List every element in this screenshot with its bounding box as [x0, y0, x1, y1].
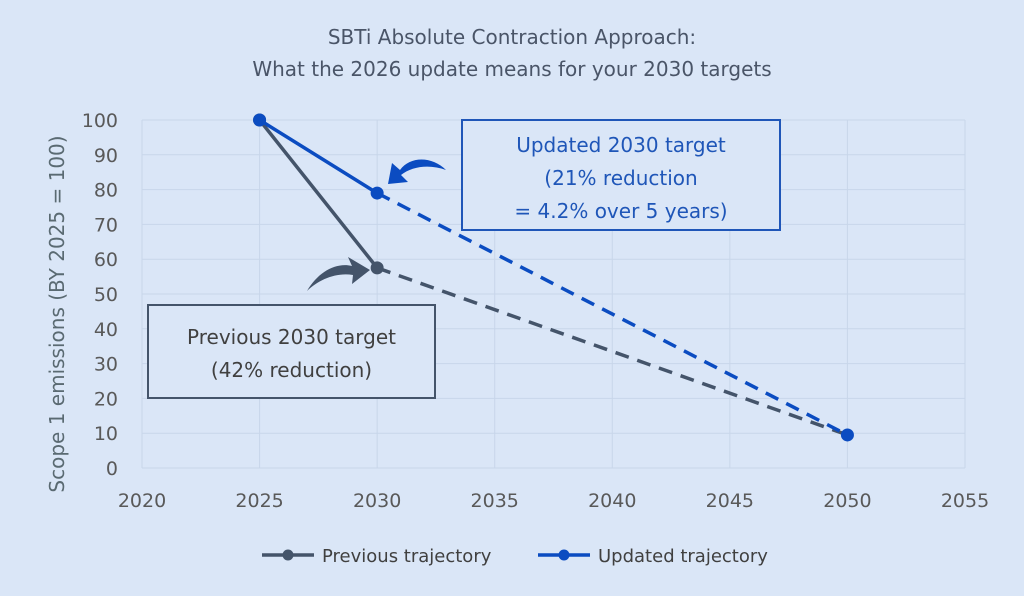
- y-tick-label: 90: [94, 145, 118, 167]
- y-tick-label: 50: [94, 284, 118, 306]
- legend: Previous trajectory Updated trajectory: [262, 546, 768, 567]
- previous-legend-marker: [282, 549, 294, 561]
- y-tick-label: 60: [94, 249, 118, 271]
- previous-series-point: [370, 261, 384, 275]
- x-axis-ticks: 2020 2025 2030 2035 2040 2045 2050 2055: [118, 490, 989, 512]
- y-tick-label: 40: [94, 319, 118, 341]
- y-tick-label: 80: [94, 180, 118, 202]
- updated-series-dashed-line: [376, 191, 849, 437]
- previous-annotation-text: Previous 2030 target: [187, 325, 396, 349]
- updated-annotation-box: [461, 119, 781, 231]
- chart-title-line: SBTi Absolute Contraction Approach:: [328, 25, 696, 49]
- updated-series-point: [370, 186, 384, 200]
- updated-legend-marker: [558, 549, 570, 561]
- updated-legend-label: Updated trajectory: [598, 546, 768, 567]
- x-tick-label: 2035: [471, 490, 519, 512]
- updated-series-point: [840, 428, 854, 442]
- x-tick-label: 2020: [118, 490, 166, 512]
- y-tick-label: 20: [94, 388, 118, 410]
- x-tick-label: 2040: [588, 490, 636, 512]
- updated-target-arrow: [388, 159, 446, 184]
- updated-annotation-text: = 4.2% over 5 years): [514, 199, 727, 223]
- previous-annotation-box: [147, 304, 436, 399]
- y-tick-label: 30: [94, 354, 118, 376]
- previous-series-dashed-line: [376, 266, 849, 437]
- previous-series-solid-line: [257, 118, 379, 270]
- previous-target-arrow: [307, 257, 370, 291]
- x-tick-label: 2045: [706, 490, 754, 512]
- annotations: Updated 2030 target (21% reduction = 4.2% …: [147, 119, 781, 399]
- previous-annotation-text: (42% reduction): [211, 358, 372, 382]
- x-tick-label: 2050: [823, 490, 871, 512]
- updated-annotation-text: (21% reduction: [544, 166, 697, 190]
- y-tick-label: 70: [94, 214, 118, 236]
- series-layer: [253, 113, 854, 442]
- y-axis-label: Scope 1 emissions (BY 2025 = 100): [45, 135, 69, 492]
- updated-series-solid-line: [257, 118, 379, 195]
- previous-legend-label: Previous trajectory: [322, 546, 492, 567]
- y-tick-label: 10: [94, 423, 118, 445]
- x-tick-label: 2055: [941, 490, 989, 512]
- x-tick-label: 2030: [353, 490, 401, 512]
- updated-annotation-text: Updated 2030 target: [516, 133, 726, 157]
- chart-title: SBTi Absolute Contraction Approach: What …: [252, 25, 771, 81]
- updated-series-point: [253, 113, 267, 127]
- chart-title-line: What the 2026 update means for your 2030…: [252, 57, 771, 81]
- y-tick-label: 0: [106, 458, 118, 480]
- y-tick-label: 100: [82, 110, 118, 132]
- y-axis-ticks: 0 10 20 30 40 50 60 70 80 90 100: [82, 110, 118, 480]
- x-tick-label: 2025: [235, 490, 283, 512]
